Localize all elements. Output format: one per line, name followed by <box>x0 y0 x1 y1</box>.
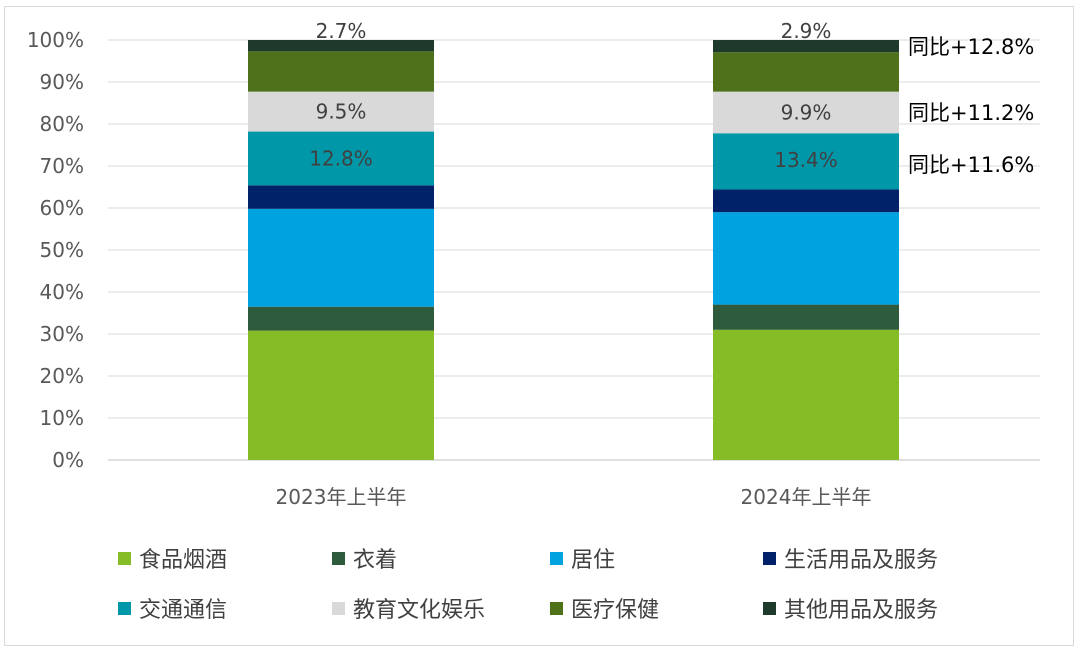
y-tick-label: 60% <box>40 196 84 220</box>
y-tick-label: 0% <box>52 448 84 472</box>
y-tick-label: 80% <box>40 112 84 136</box>
y-tick-label: 90% <box>40 70 84 94</box>
bars <box>248 40 899 460</box>
data-label: 9.5% <box>316 100 367 124</box>
bar-segment <box>248 40 434 52</box>
x-category-label: 2023年上半年 <box>276 485 407 509</box>
bar-segment <box>248 185 434 209</box>
annotations: 同比+12.8% 同比+11.2% 同比+11.6% <box>908 35 1034 177</box>
bar-segment <box>713 40 899 53</box>
y-axis-ticks: 0% 10% 20% 30% 40% 50% 60% 70% 80% 90% 100% <box>27 28 84 472</box>
bar-segment <box>248 91 434 132</box>
bar-segment <box>248 208 434 307</box>
data-label: 13.4% <box>774 148 838 172</box>
x-category-label: 2024年上半年 <box>741 485 872 509</box>
data-label: 2.7% <box>316 19 367 43</box>
y-tick-label: 30% <box>40 322 84 346</box>
data-labels: 12.8% 13.4% 9.5% 9.9% 2.7% 2.9% <box>309 19 838 172</box>
bar-segment <box>713 133 899 190</box>
bar-segment <box>713 212 899 305</box>
y-tick-label: 40% <box>40 280 84 304</box>
bar-segment <box>248 306 434 331</box>
yoy-annotation: 同比+11.2% <box>908 101 1034 125</box>
bar-segment <box>248 330 434 460</box>
bar-segment <box>713 189 899 213</box>
yoy-annotation: 同比+11.6% <box>908 153 1034 177</box>
bar-segment <box>713 304 899 330</box>
bar-segment <box>713 329 899 460</box>
yoy-annotation: 同比+12.8% <box>908 35 1034 59</box>
x-axis-categories: 2023年上半年 2024年上半年 <box>276 485 872 509</box>
bar-segment <box>713 91 899 134</box>
data-label: 9.9% <box>781 100 832 124</box>
data-label: 2.9% <box>781 19 832 43</box>
y-tick-label: 50% <box>40 238 84 262</box>
y-tick-label: 70% <box>40 154 84 178</box>
y-tick-label: 100% <box>27 28 84 52</box>
bar-segment <box>248 51 434 92</box>
gridlines <box>108 39 1040 461</box>
data-label: 12.8% <box>309 147 373 171</box>
bar-segment <box>713 52 899 92</box>
bar-segment <box>248 131 434 186</box>
y-tick-label: 20% <box>40 364 84 388</box>
y-tick-label: 10% <box>40 406 84 430</box>
